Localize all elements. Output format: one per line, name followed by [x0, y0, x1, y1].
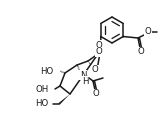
Text: O: O [145, 28, 151, 36]
Text: H: H [82, 77, 88, 86]
Text: O: O [138, 47, 144, 56]
Text: O: O [92, 66, 98, 74]
Text: O: O [96, 47, 102, 56]
Text: HO: HO [35, 99, 48, 109]
Text: OH: OH [36, 84, 49, 93]
Text: O: O [93, 89, 99, 99]
Polygon shape [58, 94, 70, 105]
Text: N: N [80, 71, 86, 79]
Text: HO: HO [40, 67, 53, 76]
Polygon shape [88, 61, 95, 70]
Text: O: O [96, 40, 102, 50]
